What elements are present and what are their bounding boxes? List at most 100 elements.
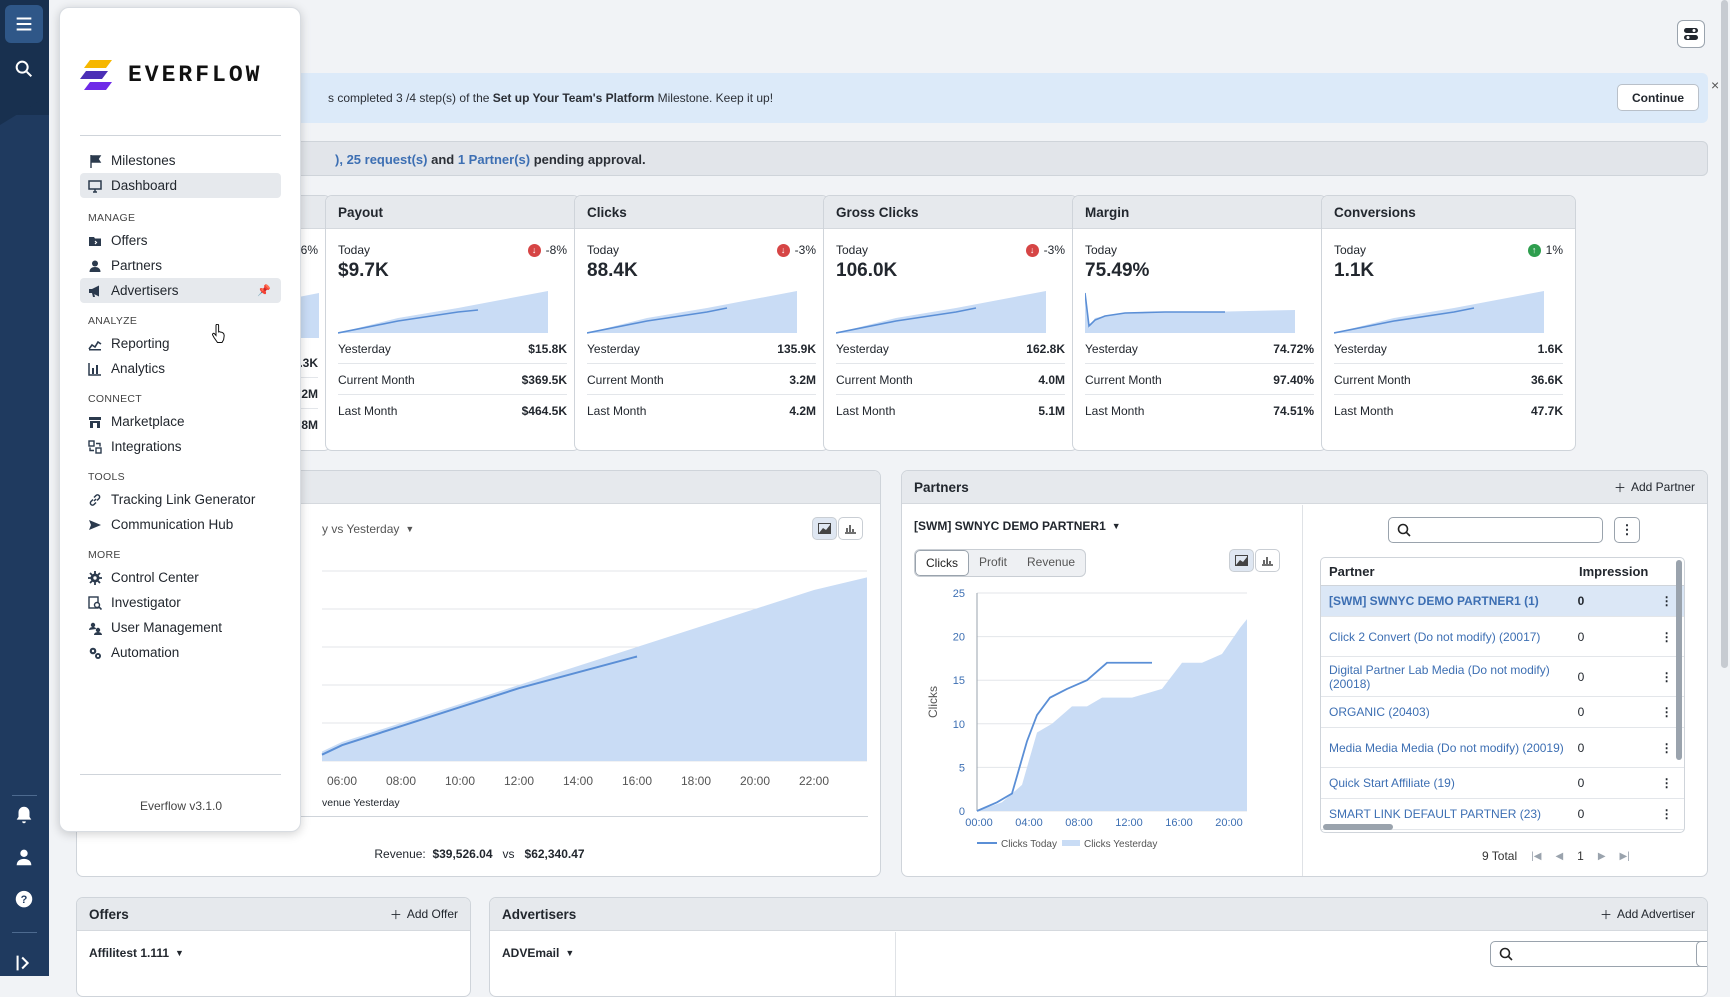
kpi-period-label: Today: [836, 243, 869, 257]
x-tick-label: 16:00: [622, 774, 652, 788]
menu-item-label: Dashboard: [111, 178, 178, 193]
rail-divider: [12, 932, 37, 933]
hamburger-menu-icon[interactable]: [5, 5, 43, 43]
integrations-icon: [88, 439, 102, 454]
sidebar-item-communication-hub[interactable]: Communication Hub: [80, 512, 281, 537]
sidebar-item-marketplace[interactable]: Marketplace: [80, 409, 281, 434]
x-tick-label: 22:00: [799, 774, 829, 788]
menu-item-label: Offers: [111, 233, 148, 248]
sidebar-item-reporting[interactable]: Reporting: [80, 331, 281, 356]
row-menu-icon[interactable]: ⋮: [1660, 776, 1673, 790]
impression-value: 0: [1577, 594, 1585, 608]
x-tick-label: 20:00: [1215, 817, 1243, 829]
partners-link[interactable]: 1 Partner(s): [457, 152, 531, 167]
revenue-chart: 06:00 08:00 10:00 12:00 14:00 16:00 18:00 20:00…: [321, 570, 867, 788]
compare-dropdown[interactable]: y vs Yesterday ▼: [322, 522, 415, 536]
panel-title: Offers: [89, 907, 129, 922]
add-offer-button[interactable]: ＋ Add Offer: [389, 907, 458, 922]
partner-link[interactable]: Quick Start Affiliate (19): [1329, 776, 1455, 790]
sidebar-item-analytics[interactable]: Analytics: [80, 356, 281, 381]
partner-link[interactable]: SMART LINK DEFAULT PARTNER (23): [1329, 807, 1542, 821]
table-row[interactable]: Click 2 Convert (Do not modify) (20017) 0…: [1321, 617, 1684, 657]
partner-search-input[interactable]: [1388, 517, 1603, 543]
sidebar-item-automation[interactable]: Automation: [80, 640, 281, 665]
last-page-icon[interactable]: ▶|: [1619, 850, 1630, 862]
kpi-title: Clicks: [575, 196, 828, 229]
sidebar-item-user-management[interactable]: User Management: [80, 615, 281, 640]
area-chart-icon[interactable]: [1229, 549, 1254, 572]
sidebar-item-advertisers[interactable]: Advertisers 📌: [80, 278, 281, 303]
add-advertiser-button[interactable]: ＋ Add Advertiser: [1599, 907, 1695, 922]
sidebar-item-tracking-link-generator[interactable]: Tracking Link Generator: [80, 487, 281, 512]
partner-link[interactable]: [SWM] SWNYC DEMO PARTNER1 (1): [1329, 594, 1539, 608]
x-tick-label: 08:00: [1065, 817, 1093, 829]
advertiser-dropdown[interactable]: ADVEmail ▼: [502, 946, 575, 960]
table-hscrollbar[interactable]: [1323, 824, 1393, 830]
table-row[interactable]: Quick Start Affiliate (19) 0 ⋮: [1321, 768, 1684, 799]
sidebar-item-dashboard[interactable]: Dashboard: [80, 173, 281, 198]
sidebar-item-partners[interactable]: Partners: [80, 253, 281, 278]
menu-section-title: TOOLS: [88, 471, 125, 483]
table-row[interactable]: ORGANIC (20403) 0 ⋮: [1321, 697, 1684, 728]
kpi-sparkline: [587, 291, 797, 334]
row-menu-icon[interactable]: ⋮: [1660, 807, 1673, 821]
partner-link[interactable]: ORGANIC (20403): [1329, 705, 1430, 719]
close-icon[interactable]: ×: [1711, 77, 1720, 93]
bell-icon[interactable]: [5, 796, 43, 834]
y-tick-label: 10: [953, 719, 965, 731]
sidebar-item-milestones[interactable]: Milestones: [80, 148, 281, 173]
row-menu-icon[interactable]: ⋮: [1660, 705, 1673, 719]
more-options-icon[interactable]: ⋮: [1614, 517, 1640, 543]
next-page-icon[interactable]: ▶: [1597, 850, 1606, 862]
tab-profit[interactable]: Profit: [979, 555, 1008, 569]
help-icon[interactable]: ?: [5, 881, 43, 919]
row-menu-icon[interactable]: ⋮: [1660, 669, 1673, 684]
store-icon: [88, 415, 102, 429]
row-menu-icon[interactable]: ⋮: [1660, 594, 1673, 608]
bar-chart-icon[interactable]: [1255, 549, 1280, 572]
table-row[interactable]: Media Media Media (Do not modify) (20019…: [1321, 728, 1684, 768]
expand-icon[interactable]: [5, 944, 43, 976]
menu-item-label: Automation: [111, 645, 180, 660]
row-menu-icon[interactable]: ⋮: [1660, 629, 1673, 644]
sidebar-item-integrations[interactable]: Integrations: [80, 434, 281, 459]
page-number[interactable]: 1: [1577, 849, 1584, 863]
search-icon[interactable]: [5, 50, 43, 88]
logo-mark-icon: [80, 60, 112, 90]
sidebar-item-control-center[interactable]: Control Center: [80, 565, 281, 590]
sidebar-item-offers[interactable]: Offers: [80, 228, 281, 253]
area-chart-icon[interactable]: [812, 517, 837, 540]
toggle-settings-icon[interactable]: [1677, 20, 1705, 48]
tab-clicks[interactable]: Clicks: [915, 550, 969, 576]
advertiser-search-input[interactable]: [1490, 941, 1705, 967]
add-partner-button[interactable]: ＋ Add Partner: [1613, 480, 1695, 495]
legend-clicks-today: Clicks Today: [1001, 839, 1057, 850]
menu-item-label: Reporting: [111, 336, 170, 351]
partner-link[interactable]: Digital Partner Lab Media (Do not modify…: [1329, 662, 1550, 691]
sidebar-item-investigator[interactable]: Investigator: [80, 590, 281, 615]
more-options-icon[interactable]: ⋮: [1696, 941, 1707, 967]
page-scrollbar[interactable]: [1721, 0, 1728, 668]
menu-section-title: MANAGE: [88, 212, 136, 224]
table-row[interactable]: Digital Partner Lab Media (Do not modify…: [1321, 657, 1684, 697]
bar-chart-icon[interactable]: [838, 517, 863, 540]
first-page-icon[interactable]: |◀: [1531, 850, 1542, 862]
user-icon[interactable]: [5, 838, 43, 876]
requests-link[interactable]: 25 request(s): [346, 152, 428, 167]
tab-revenue[interactable]: Revenue: [1027, 555, 1076, 569]
pin-icon[interactable]: 📌: [257, 285, 271, 297]
continue-button[interactable]: Continue: [1617, 84, 1699, 111]
partner-dropdown[interactable]: [SWM] SWNYC DEMO PARTNER1 ▼: [914, 519, 1121, 533]
table-scrollbar[interactable]: [1676, 560, 1682, 760]
prev-page-icon[interactable]: ◀: [1555, 850, 1564, 862]
table-row[interactable]: SMART LINK DEFAULT PARTNER (23) 0 ⋮: [1321, 799, 1684, 830]
partner-link[interactable]: Click 2 Convert (Do not modify) (20017): [1329, 629, 1541, 644]
table-row[interactable]: [SWM] SWNYC DEMO PARTNER1 (1) 0 ⋮: [1321, 586, 1684, 617]
legend-clicks-yesterday: Clicks Yesterday: [1084, 839, 1157, 850]
row-menu-icon[interactable]: ⋮: [1660, 740, 1673, 755]
offer-dropdown[interactable]: Affilitest 1.111 ▼: [89, 946, 184, 960]
menu-item-label: Marketplace: [111, 414, 185, 429]
table-header: Partner Impression: [1321, 558, 1684, 586]
partners-table: Partner Impression [SWM] SWNYC DEMO PART…: [1320, 557, 1685, 833]
partner-link[interactable]: Media Media Media (Do not modify) (20019…: [1329, 740, 1564, 755]
